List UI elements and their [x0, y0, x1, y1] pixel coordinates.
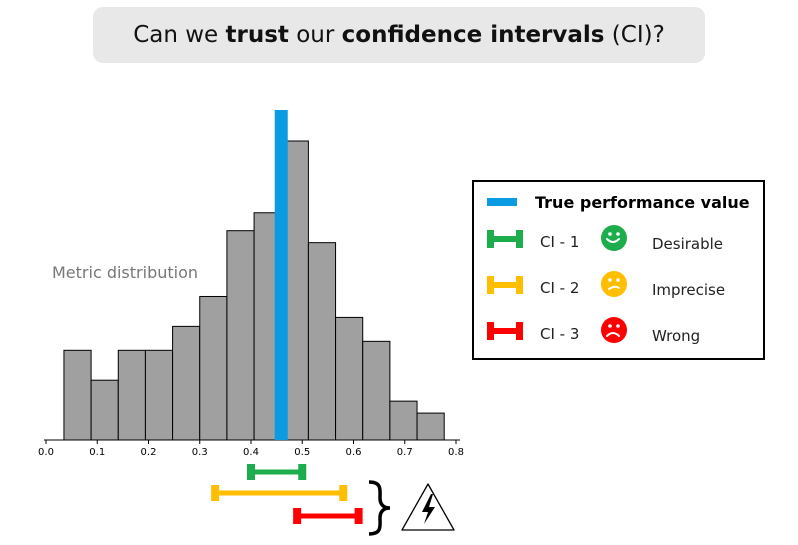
- frown-icon: [601, 317, 627, 343]
- ci-3-cap-low: [293, 508, 302, 524]
- title-bold-ci: confidence intervals: [341, 22, 605, 48]
- ci-2-cap-high: [339, 485, 348, 501]
- histogram-bar: [307, 242, 337, 441]
- histogram-bar: [63, 349, 92, 441]
- histogram-bar: [416, 412, 445, 441]
- ci-swatch-icon: [487, 276, 523, 294]
- legend-ci-label: CI - 1: [540, 233, 580, 251]
- legend-status-label: Desirable: [652, 235, 724, 253]
- histogram-bar: [117, 349, 146, 441]
- histogram-bar: [335, 316, 364, 441]
- histogram-bar: [226, 230, 255, 441]
- x-tick-label: 0.3: [192, 447, 208, 458]
- ci-swatch-icon: [487, 230, 523, 248]
- ci-2-cap-low: [211, 485, 220, 501]
- legend-row-ci-2: CI - 2 Imprecise: [474, 270, 763, 300]
- ci-3-bar: [297, 513, 359, 519]
- distribution-label: Metric distribution: [52, 263, 198, 282]
- uncertain-face-icon: [601, 271, 627, 297]
- x-tick-label: 0.2: [141, 447, 157, 458]
- legend: True performance value CI - 1 Desirable …: [472, 180, 765, 360]
- true-value-swatch: [487, 198, 517, 206]
- ci-2-bar: [215, 490, 344, 496]
- title-middle: our: [288, 22, 342, 48]
- histogram-bar: [362, 340, 391, 441]
- title-bold-trust: trust: [225, 22, 289, 48]
- legend-title: True performance value: [535, 193, 750, 212]
- title-prefix: Can we: [133, 22, 226, 48]
- x-tick-label: 0.0: [38, 447, 54, 458]
- x-tick-label: 0.6: [346, 447, 362, 458]
- ci-1-bar: [251, 469, 303, 475]
- title-banner: Can we trust our confidence intervals (C…: [93, 7, 705, 63]
- legend-row-ci-3: CI - 3 Wrong: [474, 316, 763, 346]
- legend-row-ci-1: CI - 1 Desirable: [474, 224, 763, 254]
- x-tick-label: 0.5: [294, 447, 310, 458]
- histogram-bar: [144, 349, 174, 441]
- title-suffix: (CI)?: [604, 22, 665, 48]
- histogram-bar: [90, 379, 119, 441]
- true-value-line: [274, 110, 288, 440]
- ci-1-cap-low: [247, 464, 255, 480]
- smile-icon: [601, 225, 627, 251]
- curly-brace-icon: [368, 480, 391, 536]
- warning-lightning-icon: [401, 483, 455, 531]
- histogram-bar: [172, 325, 201, 441]
- histogram-bar: [199, 295, 228, 441]
- legend-status-label: Imprecise: [652, 281, 726, 299]
- legend-row-true: True performance value: [474, 188, 763, 218]
- histogram-bar: [389, 400, 418, 441]
- legend-ci-label: CI - 2: [540, 279, 580, 297]
- ci-swatch-icon: [487, 322, 523, 340]
- x-tick-label: 0.8: [448, 447, 464, 458]
- ci-1-cap-high: [298, 464, 307, 480]
- ci-3-cap-high: [354, 508, 363, 524]
- x-tick-label: 0.7: [397, 447, 413, 458]
- legend-ci-label: CI - 3: [540, 325, 580, 343]
- x-tick-label: 0.4: [243, 447, 259, 458]
- legend-status-label: Wrong: [652, 327, 701, 345]
- x-tick-label: 0.1: [89, 447, 105, 458]
